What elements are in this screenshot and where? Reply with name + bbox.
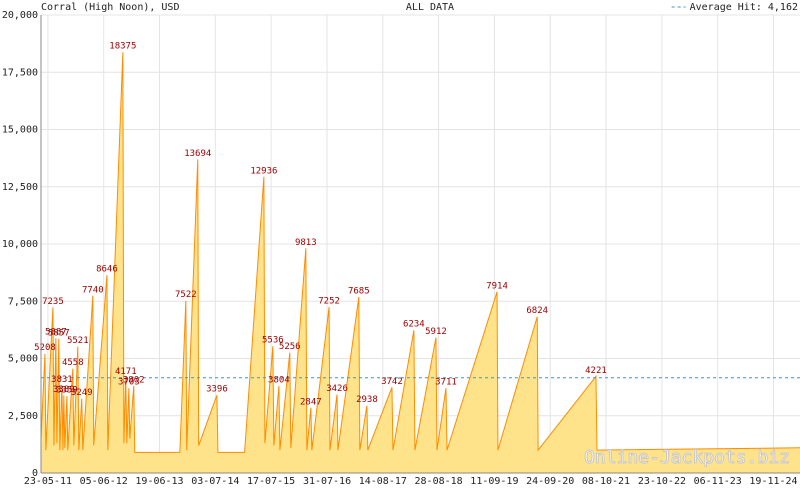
x-tick-label: 28-08-18 <box>415 476 463 487</box>
hit-label: 6824 <box>526 306 548 316</box>
watermark: Online-Jackpots.biz <box>584 447 790 468</box>
x-tick-label: 11-09-19 <box>470 476 518 487</box>
x-tick-label: 17-07-15 <box>247 476 295 487</box>
hit-label: 3249 <box>71 388 93 398</box>
hit-label: 6234 <box>403 320 425 330</box>
chart-title: Corral (High Noon), USD <box>41 2 179 13</box>
hit-label: 5208 <box>34 343 56 353</box>
y-tick-label: 12,500 <box>2 182 38 193</box>
y-tick-label: 2,500 <box>8 411 38 422</box>
hit-label: 9813 <box>295 238 317 248</box>
y-tick-label: 7,500 <box>8 296 38 307</box>
y-tick-label: 5,000 <box>8 354 38 365</box>
y-tick-label: 17,500 <box>2 67 38 78</box>
y-tick-label: 10,000 <box>2 239 38 250</box>
hit-label: 18375 <box>109 42 136 52</box>
x-tick-label: 14-08-17 <box>359 476 407 487</box>
y-tick-label: 20,000 <box>2 10 38 21</box>
x-tick-label: 06-11-23 <box>694 476 742 487</box>
chart-subtitle: ALL DATA <box>406 2 454 13</box>
hit-label: 3711 <box>435 378 457 388</box>
line <box>40 52 800 453</box>
x-tick-label: 23-10-22 <box>638 476 686 487</box>
hit-label: 7235 <box>42 297 64 307</box>
hit-label: 12936 <box>250 166 277 176</box>
hit-label: 3831 <box>51 375 73 385</box>
x-tick-label: 19-11-24 <box>749 476 797 487</box>
hit-label: 2938 <box>356 395 378 405</box>
hit-label: 5912 <box>425 327 447 337</box>
x-tick-label: 31-07-16 <box>303 476 351 487</box>
y-tick-label: 0 <box>32 468 38 479</box>
hit-label: 8646 <box>96 265 118 275</box>
hit-label: 7252 <box>318 296 340 306</box>
hit-label: 5521 <box>67 336 89 346</box>
hit-label: 5256 <box>279 342 301 352</box>
hit-label: 7914 <box>486 281 508 291</box>
hit-label: 3359 <box>56 386 78 396</box>
hit-label: 4221 <box>585 366 607 376</box>
x-tick-label: 03-07-14 <box>191 476 239 487</box>
hit-label: 3396 <box>206 385 228 395</box>
hit-label: 3389 <box>53 385 75 395</box>
hit-label: 13694 <box>184 149 211 159</box>
x-tick-label: 24-09-20 <box>526 476 574 487</box>
hit-label: 5887 <box>45 328 67 338</box>
x-tick-label: 19-06-13 <box>135 476 183 487</box>
hit-label: 3802 <box>123 375 145 385</box>
hit-label: 5536 <box>262 336 284 346</box>
hit-label: 3703 <box>118 378 140 388</box>
x-tick-label: 05-06-12 <box>80 476 128 487</box>
hit-label: 2847 <box>300 397 322 407</box>
area <box>41 52 800 474</box>
hit-label: 7740 <box>82 285 104 295</box>
hit-label: 5857 <box>48 328 70 338</box>
legend-label: Average Hit: 4,162 <box>690 2 798 13</box>
y-tick-label: 15,000 <box>2 125 38 136</box>
hit-label: 4171 <box>115 367 137 377</box>
x-tick-label: 23-05-11 <box>24 476 72 487</box>
x-tick-label: 08-10-21 <box>582 476 630 487</box>
hit-label: 7522 <box>175 290 197 300</box>
hit-label: 3742 <box>381 377 403 387</box>
hit-label: 4558 <box>62 358 84 368</box>
hit-label: 3426 <box>326 384 348 394</box>
hit-label: 7685 <box>348 287 370 297</box>
hit-label: 3804 <box>268 375 290 385</box>
